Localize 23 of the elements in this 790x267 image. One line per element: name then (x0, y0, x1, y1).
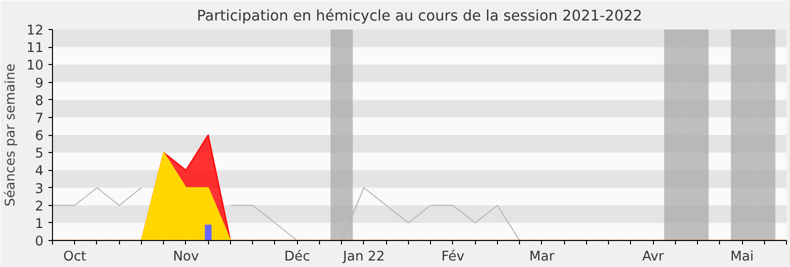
chart-title: Participation en hémicycle au cours de la session 2021-2022 (196, 8, 642, 24)
x-tick-label: Avr (642, 250, 664, 264)
y-tick-label: 10 (26, 58, 44, 74)
x-tick-label: Jan 22 (342, 250, 385, 264)
y-tick-label: 4 (35, 164, 44, 180)
y-tick-label: 5 (35, 146, 44, 162)
y-tick-label: 12 (26, 24, 44, 38)
x-tick-label: Mai (730, 250, 754, 264)
x-tick-label: Fév (441, 250, 464, 264)
y-tick-label: 3 (35, 182, 44, 197)
y-tick-label: 0 (35, 234, 44, 250)
x-tick-label: Mar (529, 250, 555, 264)
y-tick-label: 9 (35, 76, 44, 92)
y-tick-label: 2 (35, 199, 44, 214)
x-tick-label: Oct (63, 250, 86, 264)
y-tick-label: 1 (35, 216, 44, 232)
x-tick-label: Déc (284, 250, 310, 264)
y-axis-title: Séances par semaine (4, 64, 19, 206)
y-tick-label: 8 (35, 94, 44, 109)
y-tick-label: 6 (35, 129, 44, 144)
y-tick-label: 11 (26, 41, 44, 56)
x-tick-label: Nov (172, 250, 200, 264)
y-tick-label: 7 (35, 111, 44, 126)
